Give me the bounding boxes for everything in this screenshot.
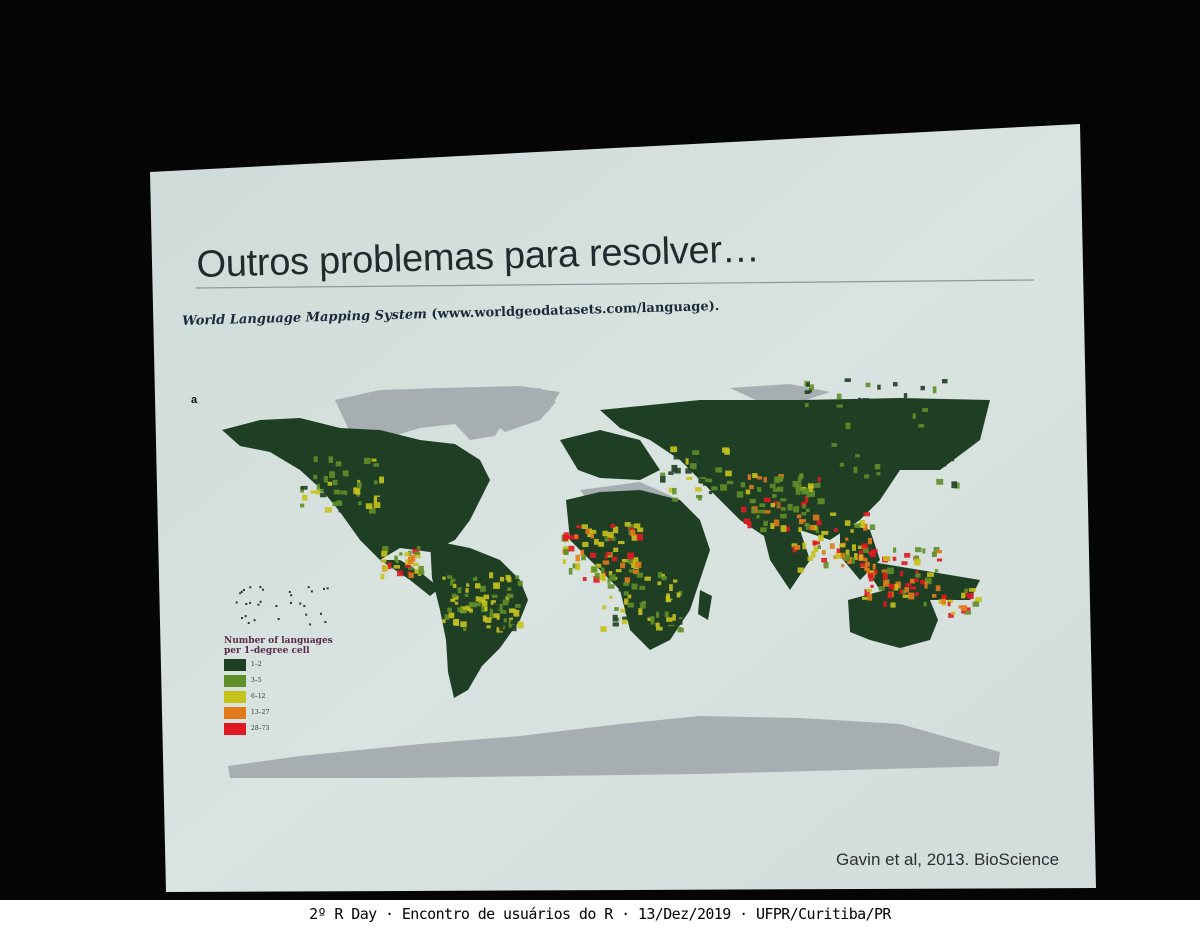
legend-row: 13–27	[224, 705, 344, 720]
panel-letter: a	[191, 394, 198, 406]
legend-swatch	[224, 658, 246, 671]
legend-row: 6–12	[224, 689, 344, 704]
title-rule	[195, 279, 1035, 289]
world-language-map	[222, 378, 1000, 778]
legend-swatch	[224, 706, 246, 719]
legend-title: Number of languages per 1-degree cell	[224, 636, 333, 656]
language-density-cells	[222, 378, 990, 698]
legend-swatch	[224, 722, 246, 735]
citation: Gavin et al, 2013. BioScience	[836, 850, 1060, 869]
legend-row: 3–5	[224, 673, 344, 688]
legend-row: 28–73	[224, 721, 344, 736]
legend-label: 6–12	[251, 693, 266, 700]
legend-label: 3–5	[251, 677, 262, 684]
legend-label: 28–73	[251, 725, 270, 732]
legend-row: 1–2	[224, 657, 344, 672]
photo-of-projected-slide: Outros problemas para resolver… World La…	[150, 124, 1096, 892]
legend-label: 1–2	[251, 661, 262, 668]
legend-label: 13–27	[251, 709, 270, 716]
legend-swatch	[224, 674, 246, 687]
caption-bar: 2º R Day · Encontro de usuários do R · 1…	[0, 900, 1200, 928]
legend-swatch	[224, 690, 246, 703]
caption-text: 2º R Day · Encontro de usuários do R · 1…	[309, 905, 891, 923]
map-legend: Number of languages per 1-degree cell 1–…	[224, 636, 344, 736]
